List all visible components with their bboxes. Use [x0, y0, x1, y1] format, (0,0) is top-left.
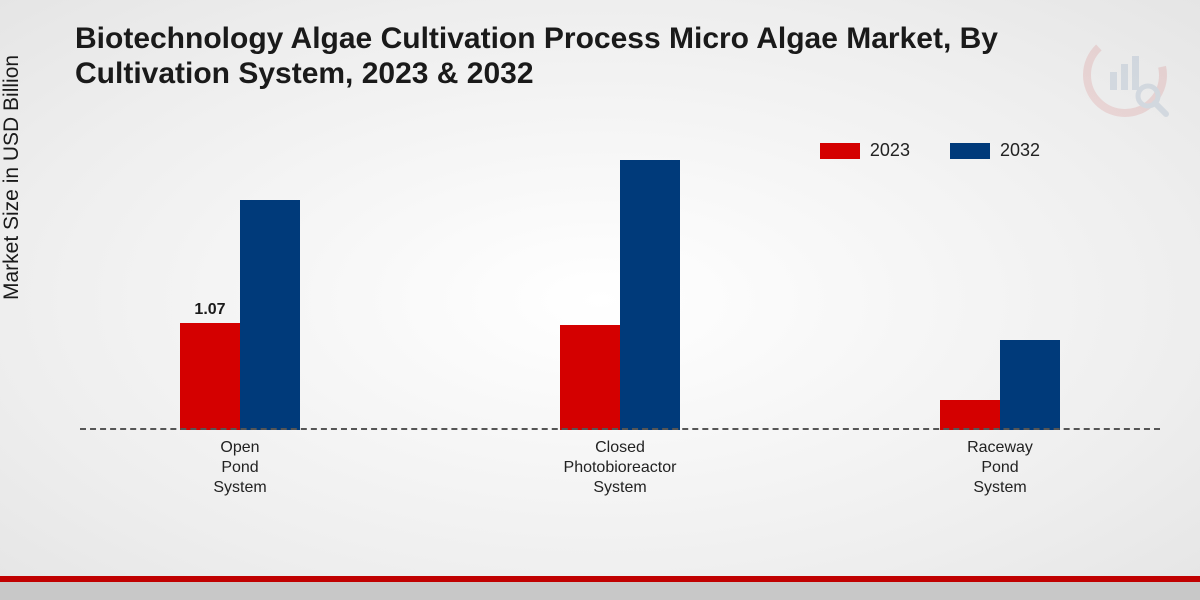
category-label-0: Open Pond System	[213, 438, 266, 498]
bar-2023-open-pond	[180, 323, 240, 430]
bar-value-label: 1.07	[194, 301, 225, 319]
legend-item-2023: 2023	[820, 140, 910, 161]
bar-2032-open-pond	[240, 200, 300, 430]
bar-group-2: Raceway Pond System	[900, 130, 1100, 430]
x-axis-baseline	[80, 428, 1160, 430]
bar-2023-closed-pbr	[560, 325, 620, 430]
chart-title: Biotechnology Algae Cultivation Process …	[75, 22, 1160, 91]
bar-group-0: 1.07 Open Pond System	[140, 130, 340, 430]
y-axis-label: Market Size in USD Billion	[0, 55, 24, 300]
legend-swatch-2023	[820, 143, 860, 159]
chart-plot-area: 2023 2032 1.07 Open Pond System Closed P…	[80, 130, 1160, 430]
category-label-2: Raceway Pond System	[967, 438, 1033, 498]
footer-accent-bar	[0, 576, 1200, 600]
category-label-1: Closed Photobioreactor System	[564, 438, 677, 498]
bar-group-1: Closed Photobioreactor System	[520, 130, 720, 430]
bar-2023-raceway	[940, 400, 1000, 430]
bar-2032-raceway	[1000, 340, 1060, 430]
bar-2032-closed-pbr	[620, 160, 680, 430]
